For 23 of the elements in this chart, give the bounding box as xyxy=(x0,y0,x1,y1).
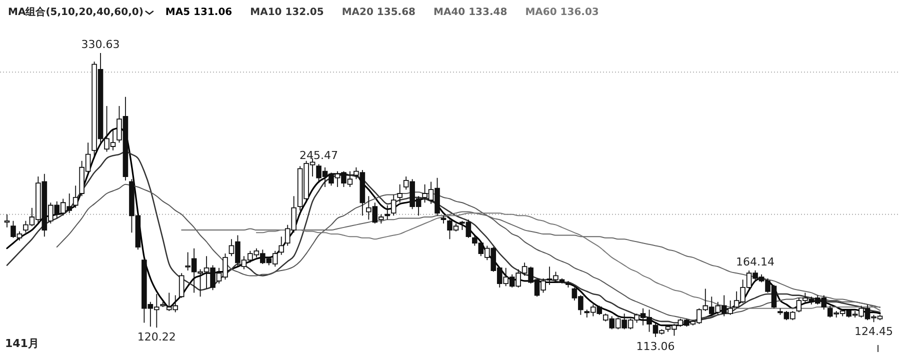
candlestick xyxy=(440,215,446,224)
text: MA10 132.05 xyxy=(250,7,324,18)
legend-title: MA组合(5,10,20,40,60,0) xyxy=(8,6,144,18)
annotation: 124.45 xyxy=(854,325,894,338)
candlestick xyxy=(397,184,402,204)
candlestick xyxy=(390,194,396,216)
annotation: 245.47 xyxy=(300,149,338,162)
annotation: 330.63 xyxy=(81,38,120,51)
candlestick xyxy=(160,301,166,308)
text: MA5 131.06 xyxy=(165,7,232,18)
candlestick xyxy=(178,272,184,298)
annotation: 113.06 xyxy=(636,340,675,353)
candlestick xyxy=(566,280,571,288)
text: MA20 135.68 xyxy=(342,7,416,18)
annotation: 164.14 xyxy=(736,255,775,268)
candlestick xyxy=(278,236,284,256)
candlestick xyxy=(384,204,390,220)
annotation: 141月 xyxy=(5,337,39,350)
annotation: 120.22 xyxy=(137,330,176,344)
text: MA40 133.48 xyxy=(434,7,508,18)
candlestick xyxy=(4,214,10,228)
text: MA60 136.03 xyxy=(525,7,599,18)
candlestick xyxy=(72,185,78,208)
